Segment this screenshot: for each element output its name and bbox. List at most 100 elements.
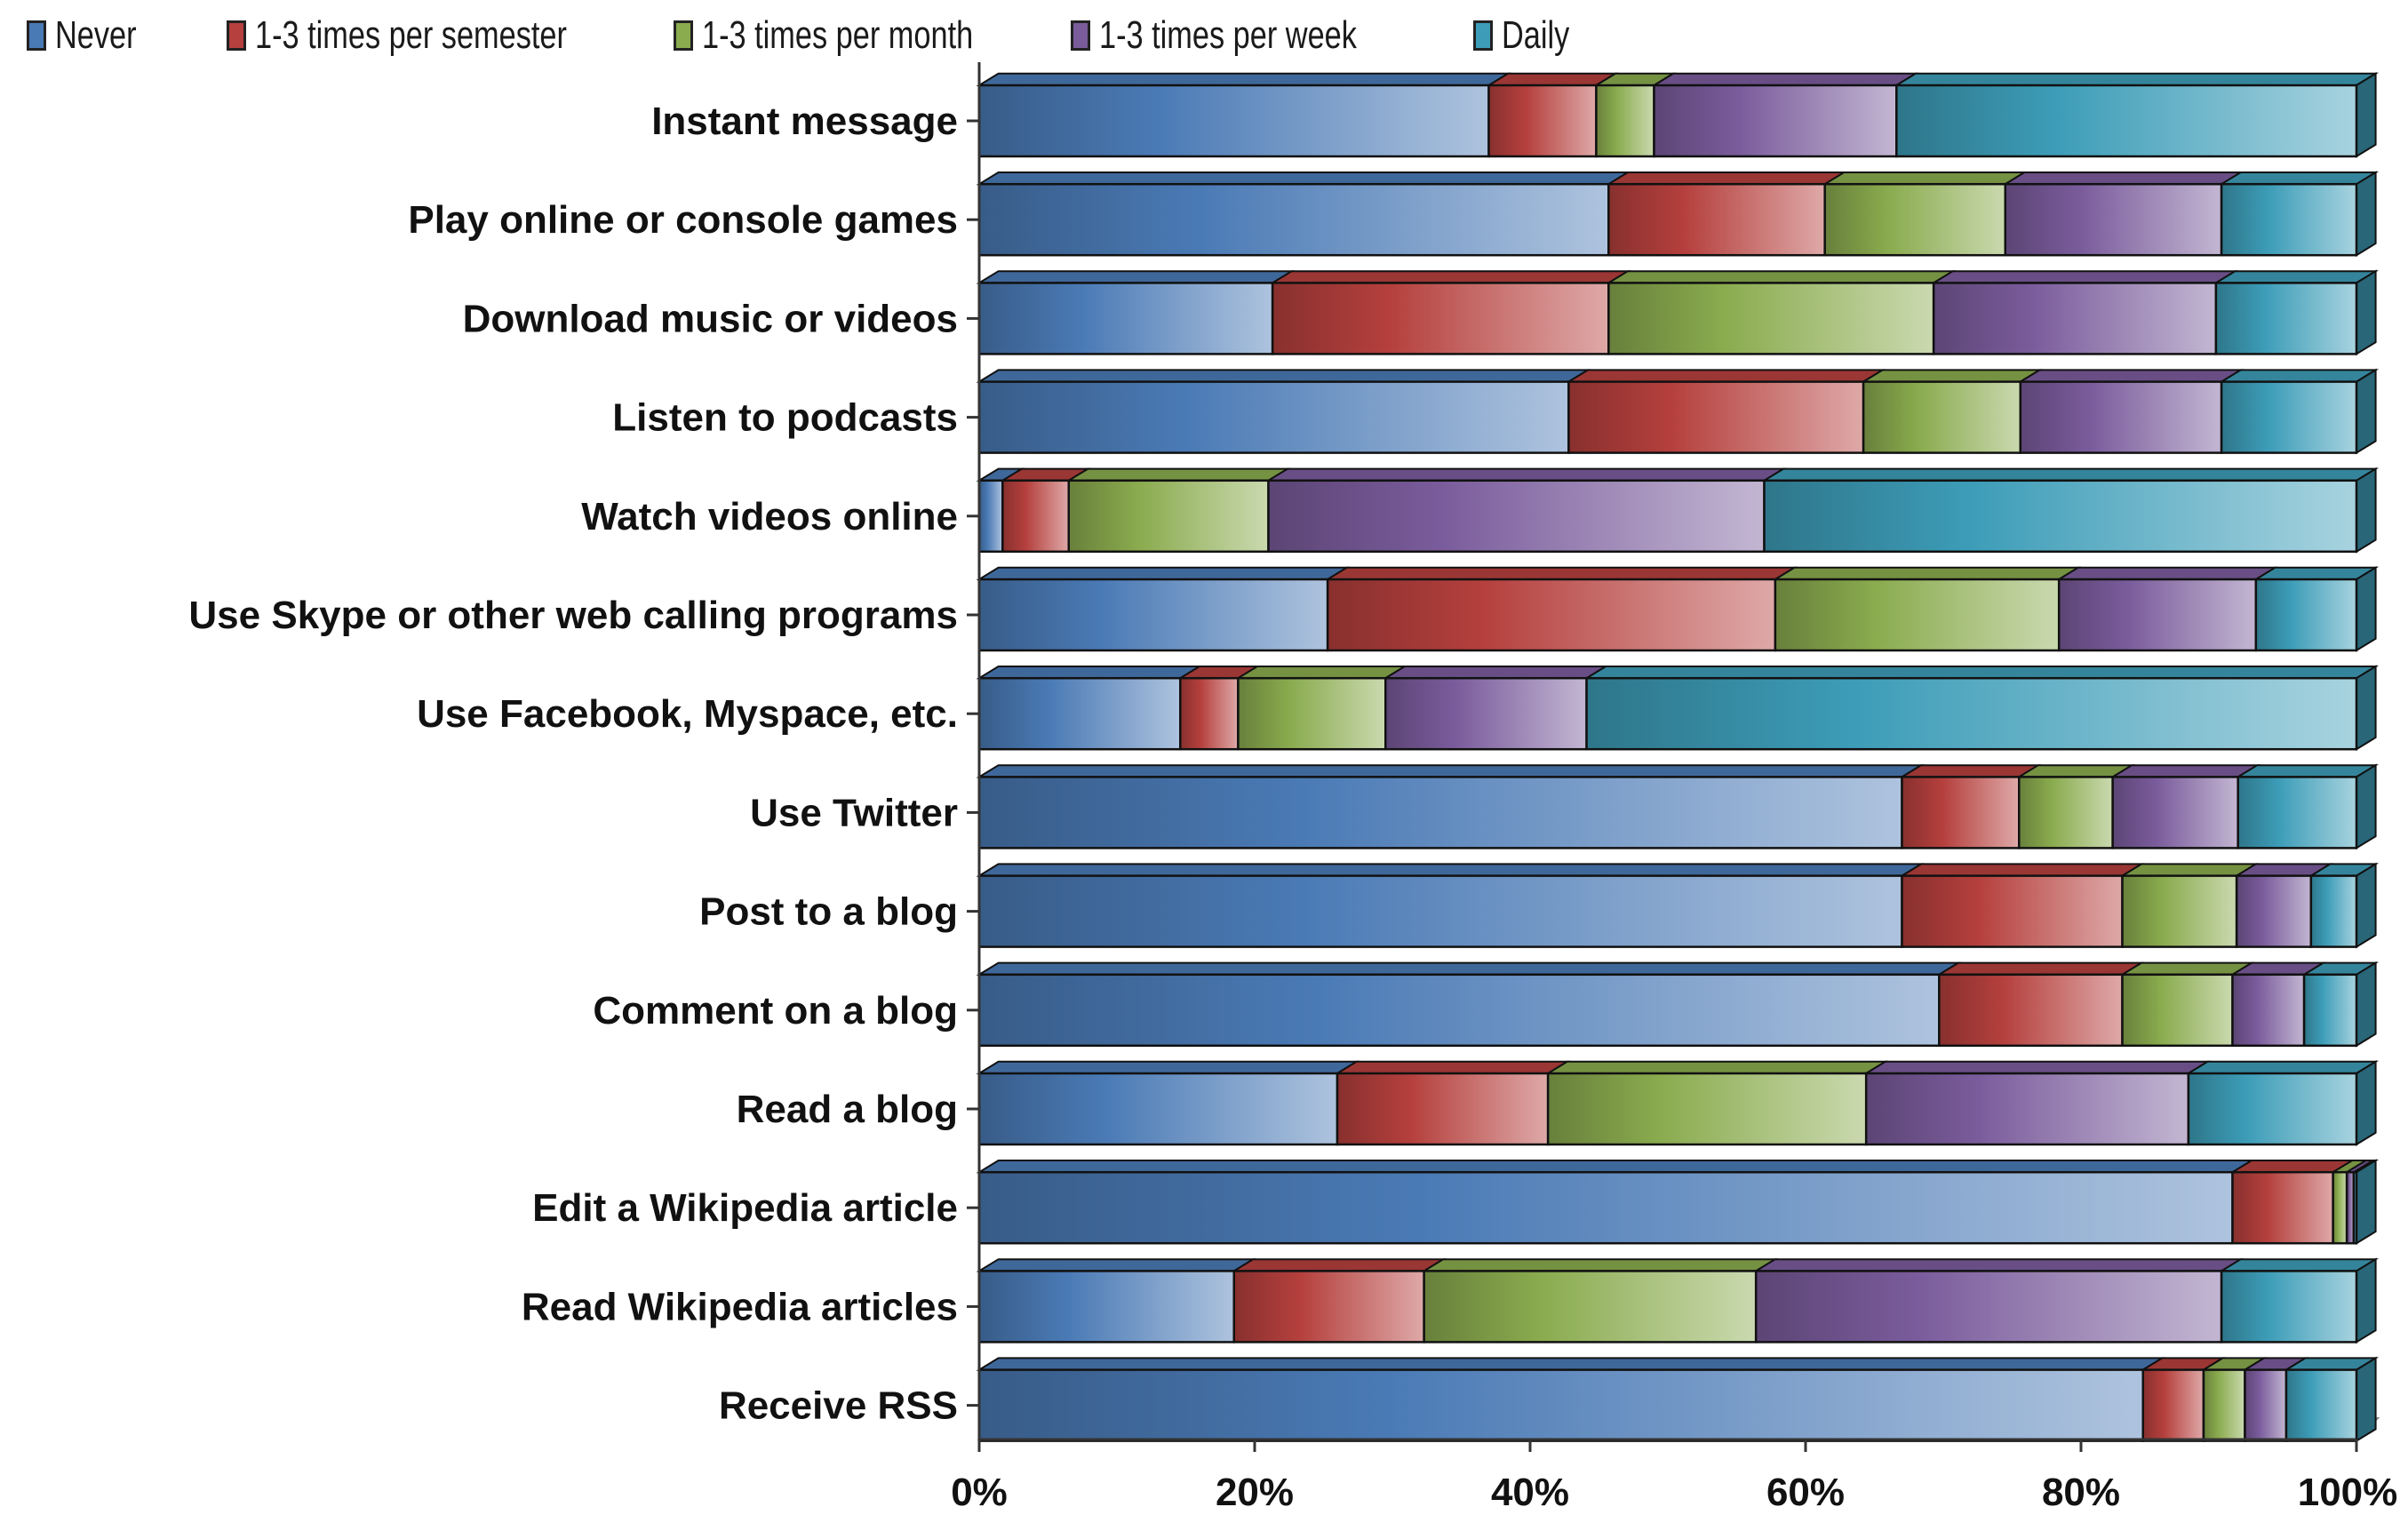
bar-0-8	[977, 874, 1903, 948]
bar-top-2-4	[1065, 467, 1291, 482]
bar-top-3-4	[1264, 467, 1787, 482]
category-label: Use Twitter	[750, 791, 958, 834]
legend-item-week: 1-3 times per week	[1071, 9, 1430, 62]
bar-top-3-0	[1650, 72, 1919, 86]
category-label: Download music or videos	[463, 297, 958, 340]
bar-0-6	[977, 676, 1182, 751]
bar-0-10	[977, 1072, 1339, 1146]
bar-0-1	[977, 182, 1610, 257]
bar-2-9	[2121, 973, 2234, 1048]
bar-1-8	[1901, 874, 2124, 948]
bar-0-13	[977, 1368, 2144, 1442]
bar-top-1-2	[1269, 270, 1631, 284]
bar-end-6	[2356, 665, 2377, 751]
bar-2-2	[1607, 282, 1935, 355]
bar-0-4	[977, 479, 1004, 554]
legend-label-semester: 1-3 times per semester	[255, 13, 567, 57]
bar-1-1	[1607, 182, 1826, 257]
bar-top-3-3	[2017, 369, 2245, 383]
bar-top-1-5	[1324, 566, 1798, 580]
bar-1-0	[1487, 84, 1598, 158]
bar-top-1-8	[1898, 863, 2145, 877]
legend-label-daily: Daily	[1502, 13, 1570, 57]
plot-area: Instant message Play online or console ga…	[188, 62, 2397, 1514]
category-label: Edit a Wikipedia article	[532, 1186, 958, 1230]
x-tick-label: 80%	[2042, 1471, 2120, 1514]
legend-swatch-month	[674, 20, 693, 51]
bar-top-1-1	[1605, 171, 1847, 186]
bar-end-1	[2356, 171, 2377, 257]
bar-end-7	[2356, 763, 2377, 850]
bar-end-5	[2356, 566, 2377, 652]
bar-4-7	[2237, 776, 2358, 849]
bar-4-5	[2254, 578, 2358, 652]
bar-4-4	[1763, 479, 2358, 554]
bar-2-1	[1823, 182, 2006, 257]
bar-end-9	[2356, 961, 2377, 1048]
bar-top-4-0	[1893, 72, 2380, 86]
bar-top-4-3	[2218, 369, 2380, 383]
legend-label-month: 1-3 times per month	[702, 13, 974, 57]
bar-end-8	[2356, 862, 2377, 949]
bar-1-7	[1901, 776, 2021, 849]
bar-top-0-6	[976, 666, 1203, 680]
bar-3-10	[1864, 1072, 2190, 1146]
bar-3-7	[2111, 776, 2239, 849]
bar-top-1-9	[1935, 961, 2145, 976]
bar-1-5	[1326, 578, 1777, 652]
bar-4-13	[2284, 1368, 2358, 1442]
bar-top-4-4	[1760, 467, 2380, 482]
bar-4-0	[1895, 84, 2358, 158]
bar-end-3	[2356, 368, 2377, 455]
bar-end-11	[2356, 1159, 2377, 1245]
bar-2-13	[2202, 1368, 2246, 1442]
bar-1-3	[1567, 380, 1865, 454]
bar-top-2-12	[1421, 1258, 1779, 1272]
x-tick-label: 40%	[1491, 1471, 1569, 1514]
bar-2-5	[1774, 578, 2061, 652]
bar-top-4-10	[2185, 1060, 2380, 1074]
bar-top-1-3	[1565, 369, 1886, 383]
bar-1-13	[2141, 1368, 2205, 1442]
bar-top-1-7	[1898, 764, 2042, 778]
bar-top-4-6	[1583, 666, 2380, 680]
bar-4-1	[2220, 182, 2358, 257]
bar-1-11	[2231, 1170, 2334, 1245]
bar-end-2	[2356, 269, 2377, 356]
bar-0-12	[977, 1270, 1235, 1344]
bar-top-3-7	[2109, 764, 2260, 778]
bar-end-12	[2356, 1257, 2377, 1344]
bar-2-4	[1067, 479, 1270, 554]
bar-top-0-10	[976, 1060, 1360, 1074]
x-tick-label: 60%	[1766, 1471, 1845, 1514]
bar-top-3-2	[1930, 270, 2239, 284]
bar-top-4-12	[2218, 1258, 2380, 1272]
bar-0-11	[977, 1170, 2234, 1245]
bar-3-0	[1653, 84, 1898, 158]
bar-1-10	[1336, 1072, 1550, 1146]
bar-top-0-2	[976, 270, 1296, 284]
bar-top-0-8	[976, 863, 1925, 877]
bar-1-6	[1179, 676, 1240, 751]
category-label: Use Skype or other web calling programs	[188, 594, 958, 637]
legend-item-daily: Daily	[1473, 9, 1589, 62]
bar-top-0-12	[976, 1258, 1256, 1272]
category-label: Read a blog	[737, 1088, 958, 1131]
bar-2-3	[1862, 380, 2022, 454]
category-label: Watch videos online	[581, 495, 958, 538]
bar-0-2	[977, 282, 1274, 355]
bar-top-4-2	[2213, 270, 2380, 284]
bar-2-0	[1595, 84, 1655, 158]
bar-4-11	[2352, 1170, 2358, 1245]
bar-top-1-10	[1334, 1060, 1571, 1074]
bar-top-0-11	[976, 1160, 2255, 1174]
bar-1-12	[1232, 1270, 1425, 1344]
bar-top-2-2	[1605, 270, 1957, 284]
bar-2-6	[1237, 676, 1387, 751]
bar-top-3-1	[2002, 171, 2245, 186]
bar-top-0-0	[976, 72, 1511, 86]
bar-2-11	[2332, 1170, 2348, 1245]
bar-3-8	[2235, 874, 2313, 948]
x-tick-label: 0%	[951, 1471, 1008, 1514]
bar-4-9	[2302, 973, 2358, 1048]
